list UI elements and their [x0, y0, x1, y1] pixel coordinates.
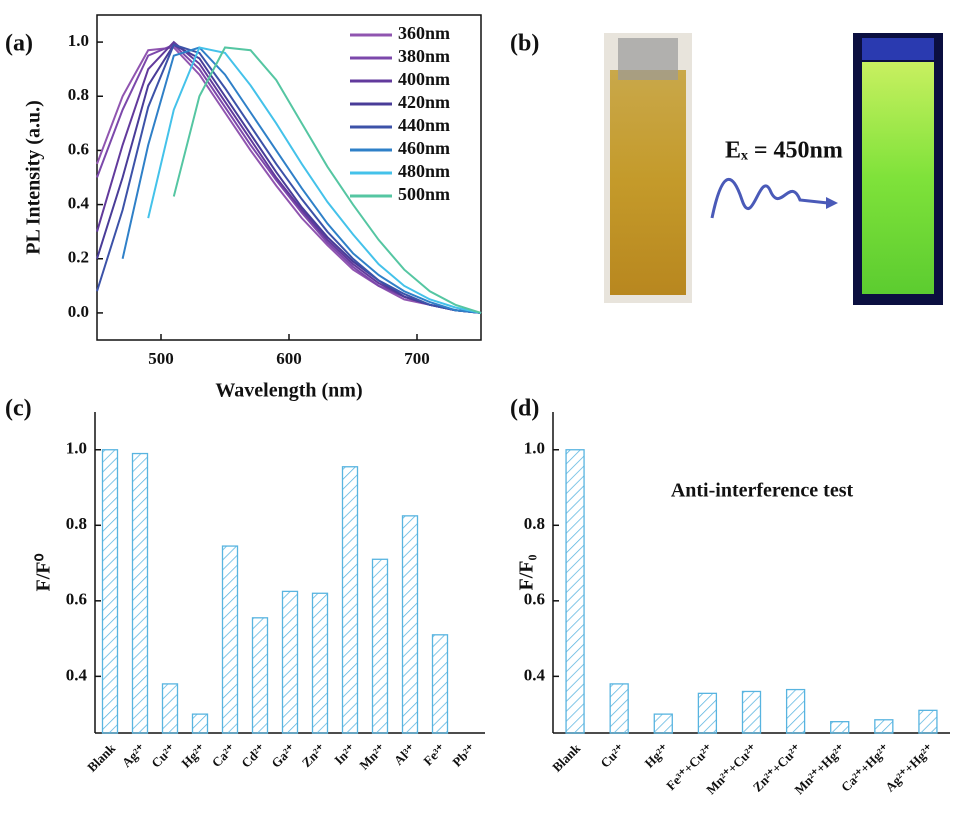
bar: [918, 709, 938, 734]
x-tick-label: Ga²⁺: [268, 741, 298, 771]
y-tick-label: 0.6: [68, 139, 89, 158]
legend-label: 420nm: [398, 92, 450, 112]
x-tick-label: Hg²⁺: [642, 741, 672, 771]
bar: [565, 449, 585, 734]
bar: [371, 558, 389, 734]
bar: [401, 515, 419, 734]
y-axis-label: F/F₀: [516, 555, 538, 591]
wave-arrow: [710, 178, 829, 219]
panel-label: (a): [5, 31, 33, 57]
y-tick-label: 0.6: [66, 590, 87, 609]
bar: [830, 721, 850, 734]
bar: [697, 692, 718, 734]
legend-label: 480nm: [398, 161, 450, 181]
x-tick-label: Al³⁺: [391, 741, 419, 769]
x-tick-label: Mn²⁺: [356, 741, 388, 773]
legend-label: 500nm: [398, 184, 450, 204]
y-tick-label: 1.0: [66, 439, 87, 458]
y-tick-label: 0.4: [68, 193, 90, 212]
bar: [281, 590, 299, 734]
x-tick-label: Blank: [549, 740, 584, 775]
x-tick-label: 500: [148, 349, 174, 368]
x-tick-label: Zn²⁺: [299, 741, 329, 771]
bar: [609, 683, 629, 734]
bar: [311, 592, 329, 734]
bar: [341, 466, 359, 734]
y-tick-label: 0.2: [68, 248, 89, 267]
bar: [161, 683, 179, 734]
line-series: [172, 46, 482, 314]
bar: [131, 452, 149, 734]
x-tick-label: 600: [276, 349, 302, 368]
y-tick-label: 0.8: [524, 514, 545, 533]
y-tick-label: 0.0: [68, 302, 89, 321]
y-tick-label: 0.8: [68, 85, 89, 104]
y-tick-label: 0.4: [524, 665, 546, 684]
y-axis-label: PL Intensity (a.u.): [23, 100, 45, 254]
x-tick-label: Hg²⁺: [178, 741, 208, 771]
bar: [785, 688, 806, 734]
x-tick-label: Ag²⁺: [119, 741, 149, 771]
y-axis-label: F/F⁰: [33, 553, 55, 591]
y-tick-label: 1.0: [68, 31, 89, 50]
legend-label: 380nm: [398, 46, 450, 66]
bar: [874, 719, 894, 734]
bar: [653, 713, 673, 734]
panel-label: (d): [510, 396, 539, 422]
bar: [741, 690, 762, 734]
line-series: [121, 46, 482, 314]
bar: [191, 713, 209, 734]
x-tick-label: Blank: [84, 740, 119, 775]
panel-label: (c): [5, 396, 32, 422]
y-tick-label: 1.0: [524, 439, 545, 458]
legend-label: 460nm: [398, 138, 450, 158]
x-tick-label: Fe³⁺: [420, 741, 448, 769]
legend-label: 400nm: [398, 69, 450, 89]
x-tick-label: Ca²⁺: [209, 741, 239, 771]
vial-photo: [853, 33, 943, 305]
y-tick-label: 0.6: [524, 590, 545, 609]
x-tick-label: Cu²⁺: [148, 741, 178, 771]
x-tick-label: Cd²⁺: [238, 741, 268, 771]
y-tick-label: 0.4: [66, 665, 88, 684]
annotation: Anti-interference test: [671, 480, 854, 502]
legend-label: 360nm: [398, 23, 450, 43]
x-tick-label: Pb²⁺: [449, 741, 478, 770]
line-series: [96, 46, 482, 314]
bar: [101, 449, 119, 734]
y-tick-label: 0.8: [66, 514, 87, 533]
bar: [221, 545, 239, 734]
x-axis-label: Wavelength (nm): [215, 380, 362, 402]
line-series: [96, 43, 482, 314]
bar: [431, 634, 449, 734]
x-tick-label: Ag²⁺+Hg²⁺: [882, 741, 936, 795]
vial-photo: [604, 33, 692, 303]
panel-label: (b): [510, 31, 539, 57]
x-tick-label: In²⁺: [331, 741, 358, 768]
bar: [251, 617, 269, 734]
x-tick-label: 700: [404, 349, 430, 368]
line-series: [96, 43, 482, 314]
arrow-head: [826, 197, 838, 209]
legend-label: 440nm: [398, 115, 450, 135]
line-series: [147, 46, 482, 314]
excitation-label: Eₓ = 450nm: [725, 138, 843, 164]
x-tick-label: Cu²⁺: [597, 741, 627, 771]
